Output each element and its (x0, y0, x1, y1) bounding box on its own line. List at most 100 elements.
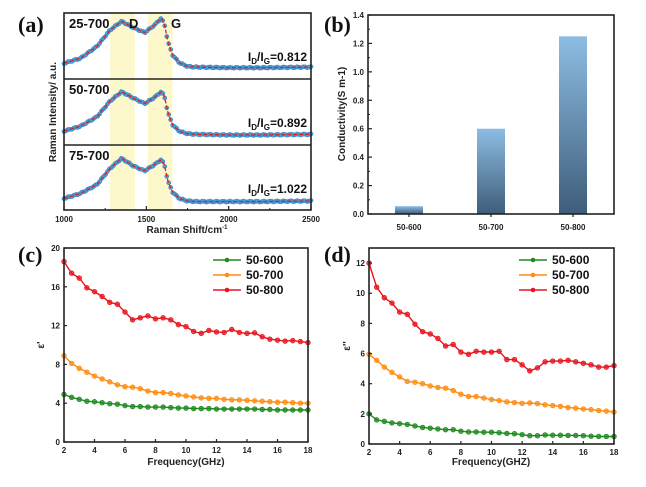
data-point (114, 301, 121, 307)
data-point (229, 397, 235, 403)
x-tick-label: 1000 (55, 215, 73, 224)
data-point (213, 329, 220, 335)
data-point (206, 395, 212, 402)
data-point (190, 394, 197, 400)
data-point (565, 432, 571, 439)
data-point (550, 358, 556, 364)
x-tick-label: 50-600 (397, 223, 422, 232)
data-point (129, 317, 136, 323)
data-point (145, 313, 151, 319)
data-point (175, 392, 182, 398)
legend-swatch-marker (530, 272, 536, 278)
y-tick-label: 1.0 (353, 68, 365, 77)
data-point (198, 395, 204, 401)
data-point (122, 309, 128, 315)
data-point (221, 406, 227, 412)
data-point (473, 429, 479, 435)
legend-item-50-800: 50-800 (519, 283, 590, 297)
id-ig-ratio-label: ID/IG=0.892 (248, 116, 307, 132)
data-point (496, 348, 502, 354)
data-point (527, 368, 533, 374)
x-tick-label: 8 (153, 446, 158, 455)
data-point (542, 359, 548, 365)
legend-item-50-700: 50-700 (213, 268, 284, 282)
legend-item-50-600: 50-600 (213, 253, 284, 267)
id-ig-ratio-label: ID/IG=0.812 (248, 50, 307, 66)
legend-label: 50-700 (552, 268, 590, 282)
data-point (550, 432, 556, 438)
data-point (465, 351, 472, 357)
data-point (435, 335, 441, 342)
data-point (458, 391, 464, 397)
data-point (442, 385, 449, 391)
data-point (542, 432, 548, 438)
data-point (458, 428, 464, 434)
data-point (290, 407, 296, 413)
y-tick-label: 16 (51, 283, 60, 292)
data-point (419, 424, 426, 431)
data-point (595, 433, 602, 440)
raman-fit-line (63, 91, 311, 136)
bar-50-600 (395, 206, 423, 214)
x-tick-label: 2 (367, 448, 372, 457)
data-point (183, 405, 189, 411)
legend-swatch-marker (224, 257, 230, 263)
data-point (412, 321, 418, 327)
x-tick-label: 10 (487, 448, 496, 457)
data-point (519, 362, 525, 368)
data-point (404, 378, 410, 385)
raman-fit-line (63, 157, 311, 203)
data-point (107, 299, 113, 306)
data-point (580, 406, 587, 412)
data-point (373, 417, 380, 423)
data-point (404, 311, 410, 318)
legend-item-50-800: 50-800 (213, 283, 284, 297)
data-point (519, 431, 525, 438)
y-tick-label: 10 (356, 289, 365, 298)
data-point (198, 330, 204, 337)
data-point (427, 331, 433, 337)
data-point (573, 359, 579, 365)
data-point (496, 429, 502, 436)
data-point (213, 395, 220, 402)
sample-label: 75-700 (69, 148, 109, 163)
data-point (175, 321, 182, 328)
series-50-800 (366, 260, 617, 374)
bar-50-800 (559, 36, 587, 215)
data-point (381, 364, 388, 370)
data-point (458, 349, 464, 355)
data-point (557, 432, 564, 438)
data-point (168, 317, 174, 323)
data-point (381, 295, 388, 301)
data-point (244, 397, 250, 403)
bar-50-700 (477, 128, 505, 214)
data-point (290, 400, 296, 406)
y-tick-label: 0 (56, 438, 61, 447)
y-tick-label: 8 (56, 360, 61, 369)
x-tick-label: 18 (304, 446, 313, 455)
data-point (573, 405, 579, 411)
data-point (427, 383, 433, 389)
raman-series-50-700 (61, 89, 314, 138)
data-point (183, 323, 189, 330)
data-point (488, 349, 495, 355)
legend-label: 50-800 (246, 283, 284, 297)
data-point (229, 326, 235, 333)
data-point (389, 369, 395, 376)
data-point (412, 379, 418, 385)
data-point (481, 429, 487, 435)
data-point (137, 315, 143, 321)
data-point (282, 338, 288, 344)
x-tick-label: 12 (518, 448, 527, 457)
data-point (595, 407, 602, 414)
data-point (122, 402, 128, 409)
panel-a-ylabel: Raman Intensity/ a.u. (48, 62, 59, 162)
panel-a-xlabel: Raman Shift/cm-1 (147, 225, 229, 236)
data-point (68, 394, 75, 401)
data-point (190, 328, 197, 335)
band-highlight-D (110, 13, 135, 210)
series-50-700 (61, 352, 311, 406)
data-point (168, 404, 174, 411)
data-point (152, 316, 159, 322)
